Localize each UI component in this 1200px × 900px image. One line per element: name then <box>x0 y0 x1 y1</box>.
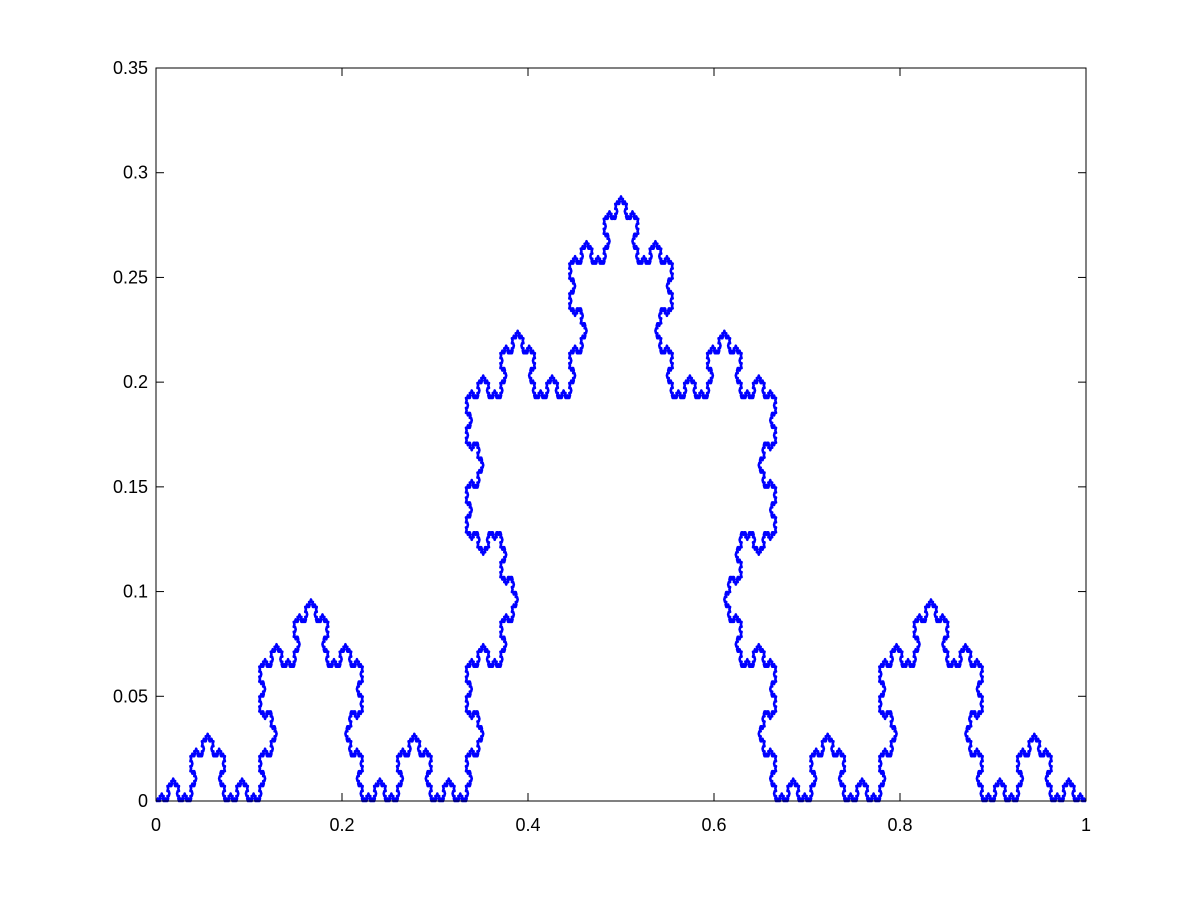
y-tick-label: 0 <box>138 791 148 811</box>
axes-box <box>155 67 1087 802</box>
plot-area <box>155 195 1087 803</box>
koch-curve-line <box>155 195 1087 803</box>
y-tick-label: 0.25 <box>113 267 148 287</box>
x-tick-label: 0 <box>151 815 161 835</box>
x-tick-label: 0.8 <box>887 815 912 835</box>
y-tick-label: 0.1 <box>123 582 148 602</box>
x-tick-label: 1 <box>1081 815 1091 835</box>
y-tick-label: 0.3 <box>123 163 148 183</box>
y-tick-label: 0.05 <box>113 686 148 706</box>
x-tick-label: 0.2 <box>329 815 354 835</box>
x-tick-label: 0.4 <box>515 815 540 835</box>
x-tick-label: 0.6 <box>701 815 726 835</box>
y-tick-label: 0.35 <box>113 58 148 78</box>
y-tick-label: 0.2 <box>123 372 148 392</box>
axes: 0 0.2 0.4 0.6 0.8 1 0 0.05 0.1 0.15 0.2 0.25 0.3 0.35 <box>113 58 1091 835</box>
y-tick-label: 0.15 <box>113 477 148 497</box>
